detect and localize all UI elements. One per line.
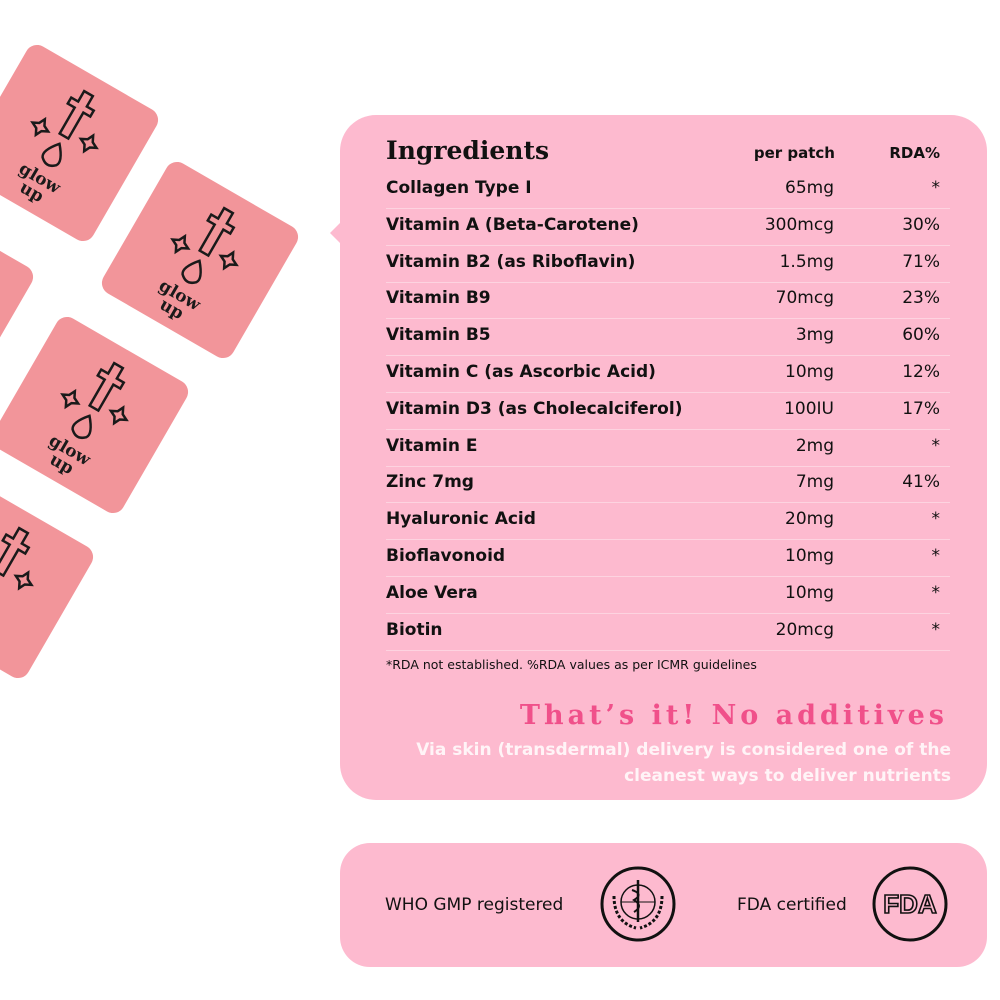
ingredient-name: Vitamin B2 (as Riboflavin) [386,251,636,272]
ingredient-name: Vitamin B9 [386,288,491,309]
ingredient-amount: 100IU [784,398,834,419]
ingredients-panel [340,115,987,800]
ingredient-rda: * [931,546,941,566]
ingredient-amount: 3mg [795,325,834,346]
ingredient-name: Vitamin B5 [386,325,491,346]
ingredient-rda: 17% [902,398,940,419]
glow-up-patch: glow up [101,161,299,359]
ingredient-name: Collagen Type I [386,178,532,198]
ingredient-amount: 1.5mg [779,251,834,272]
ingredient-amount: 7mg [795,472,834,493]
ingredient-name: Vitamin E [386,435,478,456]
ingredient-name: Biotin [386,619,443,640]
ingredient-row: Vitamin C (as Ascorbic Acid) 10mg 12% [386,355,950,393]
ingredient-amount: 70mcg [775,288,834,309]
ingredient-rda: 60% [902,325,940,346]
ingredient-amount: 20mg [785,509,834,530]
glow-up-patch: glow up [0,481,94,679]
dropper-sparkle-icon [60,361,129,440]
certifications-panel [340,843,987,967]
ingredient-row: Vitamin B9 70mcg 23% [386,281,950,320]
ingredient-row: Vitamin B5 3mg 60% [386,318,950,357]
fda-label: FDA certified [737,895,847,915]
ingredient-amount: 10mg [785,546,834,566]
ingredient-rda: 30% [902,214,940,235]
ingredient-row: Vitamin D3 (as Cholecalciferol) 100IU 17% [386,392,950,430]
ingredient-amount: 10mg [785,362,834,382]
ingredient-name: Vitamin C (as Ascorbic Acid) [386,362,656,382]
ingredient-row: Hyaluronic Acid 20mg * [386,502,950,541]
ingredient-amount: 2mg [795,435,834,456]
ingredient-rda: * [931,178,941,198]
ingredient-row: Aloe Vera 10mg * [386,576,950,614]
ingredient-rda: 12% [902,362,940,382]
who-logo-icon [600,866,676,942]
ingredient-rda: * [931,582,941,603]
ingredient-row: Zinc 7mg 7mg 41% [386,465,950,504]
ingredient-rda: 41% [902,472,940,493]
glow-up-patch: glow up [0,316,189,514]
patch-photo: glow up glow up glow up [0,44,299,679]
ingredient-rda: 23% [902,288,940,309]
ingredients-title: Ingredients [386,136,550,165]
who-gmp-label: WHO GMP registered [385,895,564,915]
ingredient-rda: * [931,509,941,530]
tagline: That’s it! No additives [519,700,948,731]
ingredient-rda: 71% [902,251,940,272]
ingredient-amount: 20mcg [775,619,834,640]
ingredient-amount: 300mcg [764,214,834,235]
column-header-per-patch: per patch [753,144,835,162]
ingredient-name: Zinc 7mg [386,472,474,493]
ingredient-row: Biotin 20mcg * [386,613,950,651]
ingredient-row: Bioflavonoid 10mg * [386,539,950,577]
rda-footnote: *RDA not established. %RDA values as per… [386,657,757,672]
ingredient-name: Vitamin D3 (as Cholecalciferol) [386,398,683,419]
ingredient-amount: 65mg [785,178,834,198]
ingredient-row: Vitamin A (Beta-Carotene) 300mcg 30% [386,208,950,246]
ingredient-row: Collagen Type I 65mg * [386,171,950,209]
ingredient-row: Vitamin B2 (as Riboflavin) 1.5mg 71% [386,245,950,283]
ingredient-name: Vitamin A (Beta-Carotene) [386,214,639,235]
dropper-sparkle-icon [170,206,239,285]
column-header-rda: RDA% [889,144,940,162]
dropper-sparkle-icon [30,89,99,168]
dropper-sparkle-icon [0,526,34,591]
panel-pointer [330,222,341,244]
glow-up-patch: glow up [0,44,159,242]
fda-logo-text: FDA [883,889,937,919]
delivery-subtext: Via skin (transdermal) delivery is consi… [416,740,951,786]
fda-logo-icon: FDA [872,866,948,942]
ingredient-name: Aloe Vera [386,582,478,603]
ingredient-rda: * [931,619,941,640]
ingredient-name: Hyaluronic Acid [386,509,536,530]
ingredient-amount: 10mg [785,582,834,603]
ingredient-rda: * [931,435,941,456]
ingredient-row: Vitamin E 2mg * [386,429,950,467]
ingredient-name: Bioflavonoid [386,546,506,566]
